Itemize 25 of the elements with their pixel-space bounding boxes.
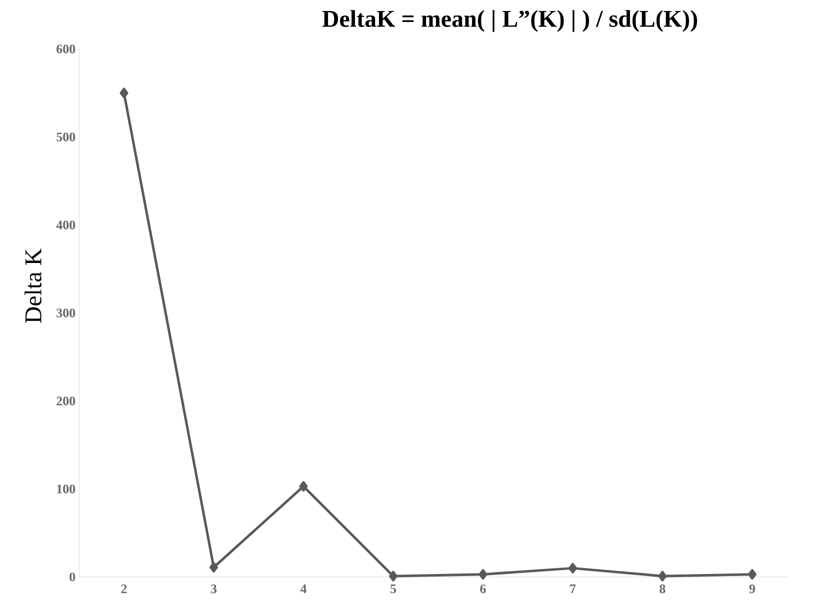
y-tick-label: 500 xyxy=(56,132,76,142)
point xyxy=(748,569,756,580)
point xyxy=(120,88,128,98)
x-tick-label: 7 xyxy=(570,584,576,594)
point xyxy=(658,570,667,582)
x-tick-label: 8 xyxy=(660,584,666,594)
x-tick-label: 9 xyxy=(749,584,756,594)
x-tick-label: 2 xyxy=(121,584,127,594)
y-tick-label: 200 xyxy=(56,396,76,406)
y-tick-label: 0 xyxy=(70,572,76,582)
point xyxy=(299,481,308,492)
x-tick-label: 6 xyxy=(480,584,486,594)
x-tick-label: 5 xyxy=(390,584,396,594)
point xyxy=(388,570,398,582)
y-tick-label: 600 xyxy=(56,44,76,54)
y-tick-label: 100 xyxy=(57,484,76,494)
chart-title: DeltaK = mean( | L”(K) | ) / sd(L(K)) xyxy=(322,10,698,32)
y-tick-label: 400 xyxy=(56,220,76,230)
point xyxy=(478,569,488,580)
point xyxy=(210,562,218,573)
y-axis-title: Delta K xyxy=(24,248,42,323)
x-tick-label: 3 xyxy=(210,584,217,594)
point xyxy=(568,562,577,574)
x-tick-label: 4 xyxy=(300,584,307,594)
y-tick-label: 300 xyxy=(56,308,76,318)
